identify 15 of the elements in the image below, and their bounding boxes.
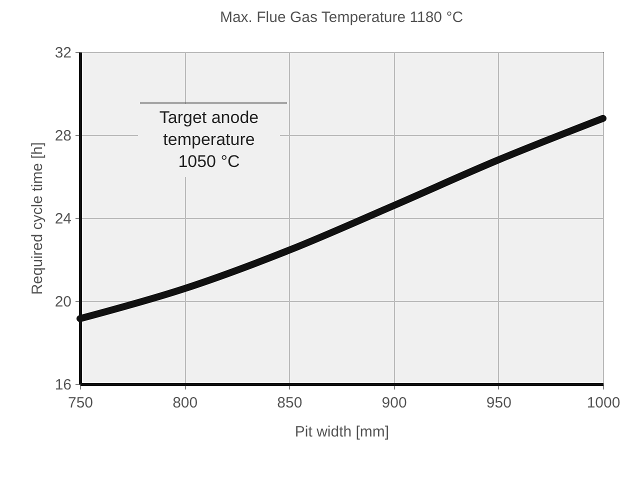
y-tick-label: 28 <box>54 128 72 144</box>
y-tick-label: 20 <box>54 294 72 310</box>
x-tick-label: 750 <box>68 394 94 412</box>
y-axis-title: Required cycle time [h] <box>28 142 46 295</box>
x-tick-label: 800 <box>172 394 198 412</box>
y-tick-label: 24 <box>54 210 72 228</box>
x-tick-label: 1000 <box>586 394 620 412</box>
x-tick-label: 850 <box>277 394 302 412</box>
x-tick-label: 950 <box>486 394 512 412</box>
y-tick-label: 32 <box>54 44 72 62</box>
x-tick-label: 900 <box>382 394 407 412</box>
x-axis-title: Pit width [mm] <box>294 424 390 440</box>
annotation: Target anode temperature 1050 °C <box>159 108 259 171</box>
y-tick-label: 16 <box>54 376 72 394</box>
chart-title: Max. Flue Gas Temperature 1180 °C <box>220 9 464 26</box>
